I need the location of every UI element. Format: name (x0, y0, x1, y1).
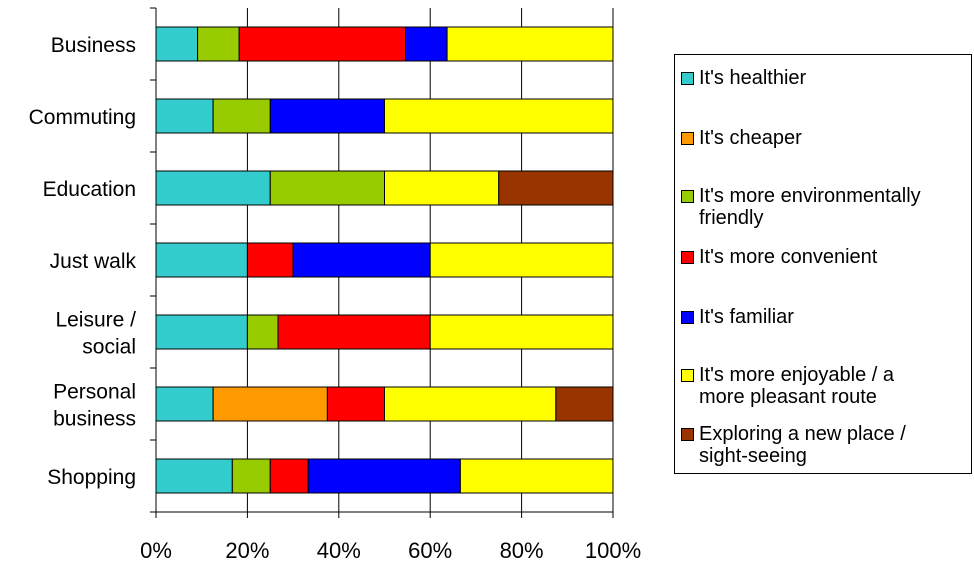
bar-segment (212, 98, 271, 134)
legend-swatch (681, 251, 694, 264)
bar-segment (555, 386, 614, 422)
x-tick-label: 0% (140, 538, 172, 562)
bar-segment (155, 26, 199, 62)
bar-segment (446, 26, 614, 62)
bar-segment (155, 314, 248, 350)
x-tick-labels: 0% 20% 40% 60% 80% 100% (140, 538, 641, 562)
legend-item-environmentally-friendly: It's more environmentally friendly (681, 185, 971, 229)
category-label: Leisure / social (55, 309, 136, 359)
bar-segment (197, 26, 240, 62)
legend-swatch (681, 369, 694, 382)
bar-segment (459, 458, 614, 494)
legend-swatch (681, 72, 694, 85)
legend-label: It's familiar (699, 306, 794, 328)
x-tick-label: 40% (317, 538, 361, 562)
legend-swatch (681, 311, 694, 324)
legend-item-healthier: It's healthier (681, 67, 971, 89)
legend-swatch (681, 132, 694, 145)
legend-label: It's cheaper (699, 127, 802, 149)
bars (155, 26, 614, 494)
category-label: Education (43, 178, 136, 201)
x-tick-label: 60% (408, 538, 452, 562)
bar-segment (269, 98, 385, 134)
category-label: Personal business (53, 381, 136, 431)
legend-label: It's more convenient (699, 246, 878, 268)
bar-segment (498, 170, 614, 206)
legend: It's healthier It's cheaper It's more en… (674, 54, 972, 474)
bar-segment (238, 26, 407, 62)
x-tick-label: 100% (585, 538, 641, 562)
bar-segment (155, 98, 214, 134)
bar-segment (155, 386, 214, 422)
bar-segment (405, 26, 448, 62)
category-label: Shopping (47, 466, 136, 489)
legend-swatch (681, 190, 694, 203)
bar-segment (292, 242, 431, 278)
legend-item-exploring: Exploring a new place / sight-seeing (681, 423, 971, 467)
bar-segment (231, 458, 271, 494)
legend-item-convenient: It's more convenient (681, 246, 971, 268)
legend-label: It's more enjoyable / a more pleasant ro… (699, 364, 895, 408)
bar-segment (384, 170, 500, 206)
bar-segment (429, 242, 614, 278)
bar-segment (277, 314, 431, 350)
bar-segment (155, 458, 233, 494)
bar-segment (246, 242, 294, 278)
bar-segment (269, 170, 385, 206)
bar-segment (269, 458, 309, 494)
legend-swatch (681, 428, 694, 441)
category-label: Just walk (50, 250, 137, 273)
category-label: Business (51, 34, 136, 57)
legend-label: Exploring a new place / sight-seeing (699, 423, 906, 467)
x-tick-label: 20% (225, 538, 269, 562)
bar-segment (246, 314, 279, 350)
legend-item-cheaper: It's cheaper (681, 127, 971, 149)
bar-segment (429, 314, 614, 350)
axes (150, 7, 614, 518)
bar-segment (212, 386, 328, 422)
legend-item-enjoyable: It's more enjoyable / a more pleasant ro… (681, 364, 971, 408)
bar-segment (384, 98, 614, 134)
category-labels: Business Commuting Education Just walk Leisu… (29, 34, 137, 489)
legend-label: It's more environmentally friendly (699, 185, 921, 229)
legend-item-familiar: It's familiar (681, 306, 971, 328)
category-label: Commuting (29, 106, 136, 129)
bar-segment (326, 386, 385, 422)
x-tick-label: 80% (500, 538, 544, 562)
bar-segment (384, 386, 557, 422)
bar-segment (307, 458, 461, 494)
legend-label: It's healthier (699, 67, 807, 89)
bar-segment (155, 242, 248, 278)
bar-segment (155, 170, 271, 206)
